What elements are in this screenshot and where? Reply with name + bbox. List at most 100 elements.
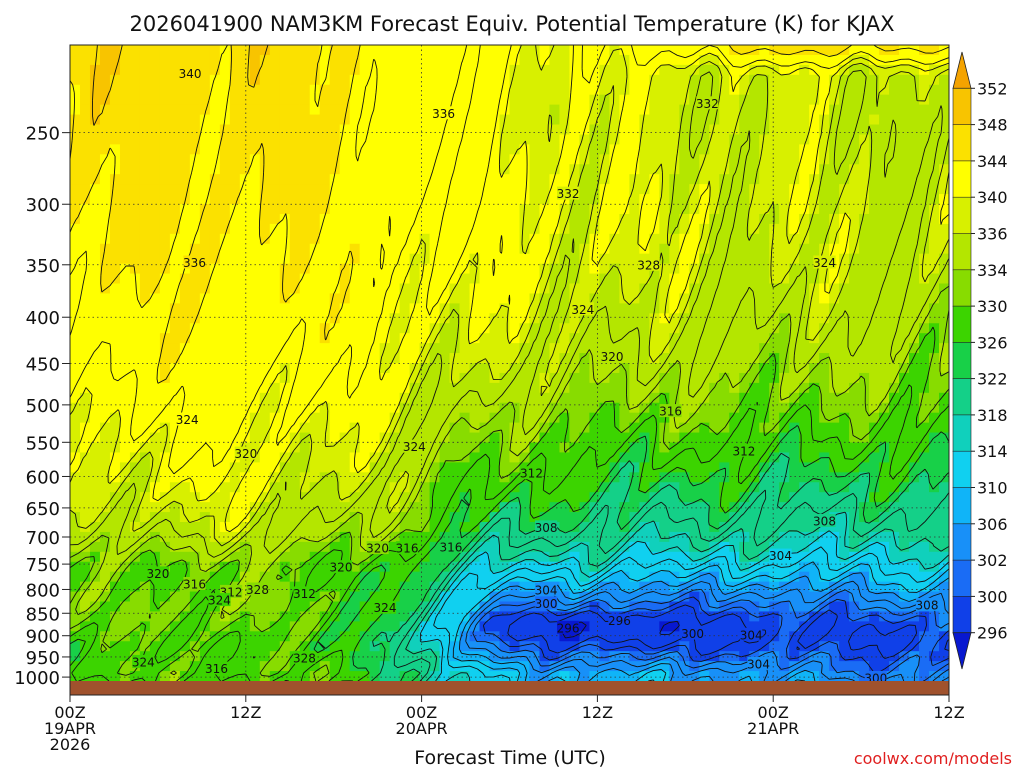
field-cell (79, 144, 91, 155)
field-cell (509, 84, 521, 96)
field-cell (589, 94, 600, 106)
field-cell (309, 472, 321, 483)
field-cell (789, 472, 800, 483)
field-cell (559, 134, 571, 145)
field-cell (839, 492, 850, 503)
field-cell (219, 541, 231, 553)
field-cell (199, 432, 211, 444)
field-cell (579, 442, 591, 454)
field-cell (719, 253, 730, 265)
field-cell (439, 412, 451, 424)
field-cell (169, 531, 181, 543)
field-cell (79, 54, 91, 66)
field-cell (869, 353, 880, 364)
field-cell (709, 84, 720, 96)
field-cell (499, 273, 511, 285)
field-cell (729, 303, 740, 314)
field-cell (239, 561, 251, 573)
field-cell (829, 213, 840, 225)
field-cell (629, 462, 640, 473)
field-cell (369, 492, 381, 503)
field-cell (189, 333, 201, 344)
field-cell (519, 432, 531, 444)
field-cell (599, 313, 610, 324)
field-cell (869, 591, 880, 603)
field-cell (689, 363, 700, 374)
field-cell (699, 522, 710, 533)
field-cell (589, 154, 600, 165)
field-cell (579, 273, 591, 285)
field-cell (689, 492, 700, 503)
field-cell (519, 323, 531, 334)
field-cell (459, 273, 471, 285)
field-cell (429, 581, 441, 593)
field-cell (379, 591, 391, 603)
field-cell (609, 422, 620, 434)
field-cell (469, 213, 481, 225)
field-cell (169, 303, 181, 314)
field-cell (389, 114, 401, 126)
field-cell (699, 45, 710, 56)
field-cell (299, 392, 311, 404)
field-cell (489, 571, 501, 583)
field-cell (799, 144, 810, 155)
field-cell (469, 323, 481, 334)
field-cell (499, 84, 511, 96)
field-cell (119, 591, 131, 603)
field-cell (139, 104, 151, 116)
field-cell (179, 84, 191, 96)
field-cell (769, 462, 780, 473)
field-cell (579, 591, 591, 603)
field-cell (79, 154, 91, 165)
field-cell (359, 442, 371, 454)
field-cell (479, 94, 491, 106)
field-cell (809, 382, 820, 394)
field-cell (799, 372, 810, 384)
field-cell (109, 382, 121, 394)
field-cell (589, 45, 600, 56)
field-cell (169, 223, 181, 235)
field-cell (879, 343, 890, 354)
field-cell (939, 462, 949, 473)
field-cell (179, 273, 191, 285)
field-cell (539, 541, 551, 553)
field-cell (139, 194, 151, 205)
field-cell (609, 581, 620, 593)
field-cell (739, 45, 750, 56)
field-cell (869, 263, 880, 275)
field-cell (749, 402, 760, 414)
field-cell (419, 164, 431, 175)
field-cell (579, 561, 591, 573)
field-cell (309, 462, 321, 473)
field-cell (759, 174, 770, 185)
field-cell (459, 482, 471, 493)
field-cell (909, 233, 920, 245)
field-cell (779, 372, 790, 384)
field-cell (429, 94, 441, 106)
field-cell (549, 293, 561, 304)
field-cell (89, 164, 101, 175)
field-cell (619, 313, 630, 324)
field-cell (419, 64, 431, 76)
field-cell (419, 104, 431, 116)
field-cell (70, 323, 81, 334)
field-cell (119, 502, 131, 513)
field-cell (819, 313, 830, 324)
field-cell (289, 402, 301, 414)
field-cell (579, 313, 591, 324)
field-cell (839, 551, 850, 563)
field-cell (689, 571, 700, 583)
field-cell (299, 293, 311, 304)
field-cell (139, 223, 151, 235)
field-cell (339, 462, 351, 473)
field-cell (599, 323, 610, 334)
field-cell (909, 273, 920, 285)
field-cell (269, 372, 281, 384)
field-cell (549, 283, 561, 295)
field-cell (119, 154, 131, 165)
field-cell (289, 94, 301, 106)
field-cell (849, 392, 860, 404)
field-cell (489, 174, 501, 185)
field-cell (619, 263, 630, 275)
field-cell (89, 204, 101, 215)
